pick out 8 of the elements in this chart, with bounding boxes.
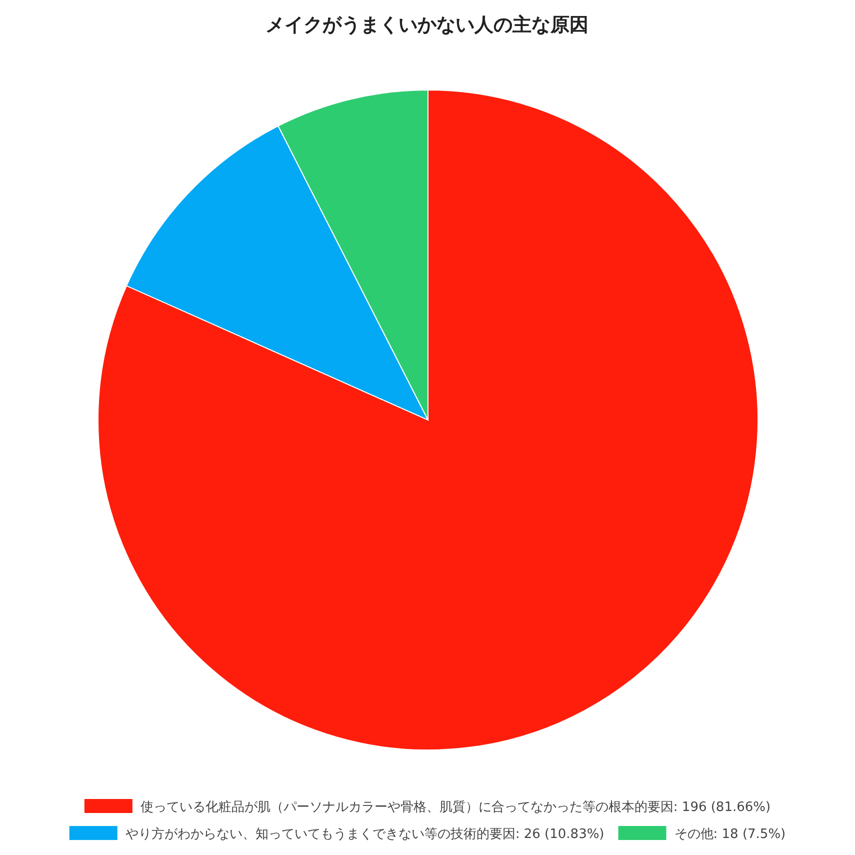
data-label: : 196 (81.66%): [673, 800, 771, 815]
pie-slice: [98, 90, 758, 750]
legend-label: やり方がわからない、知っていてもうまくできない等の技術的要因: [125, 826, 516, 842]
legend-label: その他: [674, 827, 714, 842]
chart-title: メイクがうまくいかない人の主な原因: [266, 14, 588, 36]
data-label: : 18 (7.5%): [713, 827, 786, 842]
data-label: : 26 (10.83%): [515, 827, 604, 842]
legend-label: 使っている化粧品が肌（パーソナルカラーや骨格、肌質）に合ってなかった等の根本的要因: [140, 800, 674, 815]
